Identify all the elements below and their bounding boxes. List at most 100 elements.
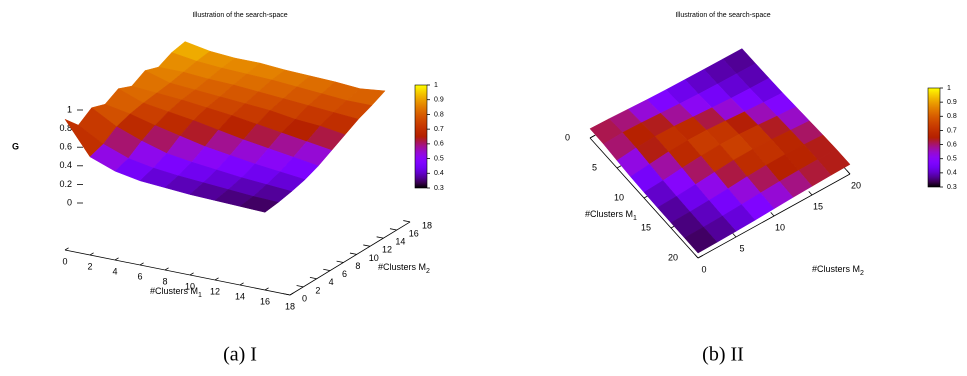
chart-title: Illustration of the search-space xyxy=(192,12,287,19)
x-label: #Clusters M1 xyxy=(150,286,202,298)
x-label: #Clusters M1 xyxy=(585,209,637,221)
y-label: #Clusters M2 xyxy=(812,264,864,276)
x-tick-label: 20 xyxy=(668,252,678,262)
x-tick-label: 4 xyxy=(112,266,117,276)
x-tick xyxy=(164,267,169,271)
x-tick-label: 18 xyxy=(285,301,295,311)
colorbar-tick-label: 0.9 xyxy=(434,97,444,104)
surface-patch xyxy=(239,196,279,213)
x-tick-label: 10 xyxy=(614,192,624,202)
y-tick xyxy=(846,170,851,175)
x-label-sub: 1 xyxy=(633,215,637,222)
y-axis xyxy=(289,221,411,296)
z-tick-label: 0.4 xyxy=(59,160,72,170)
colorbar-tick-label: 0.9 xyxy=(947,99,957,106)
colorbar-tick-label: 0.4 xyxy=(947,170,957,177)
x-tick xyxy=(64,247,69,251)
y-label-main: #Clusters M xyxy=(378,262,426,272)
x-tick-label: 8 xyxy=(162,276,167,286)
x-label-main: #Clusters M xyxy=(150,286,198,296)
y-tick xyxy=(323,268,331,272)
x-tick xyxy=(589,135,595,139)
y-label-sub: 2 xyxy=(860,270,864,277)
y-label: #Clusters M2 xyxy=(378,262,430,274)
caption: (b) II xyxy=(702,344,744,366)
y-tick-label: 4 xyxy=(329,277,334,287)
x-tick xyxy=(697,255,703,259)
y-tick xyxy=(376,236,384,239)
y-tick-label: 14 xyxy=(395,237,405,247)
y-tick-label: 2 xyxy=(315,285,320,295)
colorbar-tick-label: 0.5 xyxy=(434,155,444,162)
colorbar-tick-label: 0.8 xyxy=(947,113,957,120)
y-tick-label: 5 xyxy=(739,243,744,253)
x-tick xyxy=(239,282,244,286)
colorbar-tick-label: 0.5 xyxy=(947,156,957,163)
y-label-main: #Clusters M xyxy=(812,264,860,274)
colorbar xyxy=(414,84,428,189)
x-tick xyxy=(114,257,119,261)
z-tick-label: 1 xyxy=(67,104,72,114)
y-tick xyxy=(349,252,357,255)
y-tick-label: 0 xyxy=(701,264,706,274)
x-tick xyxy=(289,292,294,296)
chart-title: Illustration of the search-space xyxy=(675,12,770,19)
colorbar-tick-label: 0.6 xyxy=(434,141,444,148)
y-tick xyxy=(283,293,291,296)
y-tick xyxy=(336,260,344,263)
colorbar-tick-label: 0.6 xyxy=(947,141,957,148)
x-tick xyxy=(214,277,219,281)
y-tick-label: 0 xyxy=(302,293,307,303)
x-tick-label: 0 xyxy=(62,256,67,266)
x-tick xyxy=(89,252,94,256)
x-tick-label: 2 xyxy=(87,261,92,271)
x-tick-label: 5 xyxy=(592,162,597,172)
y-tick xyxy=(694,254,699,259)
z-tick-label: 0.2 xyxy=(59,179,72,189)
y-tick-label: 10 xyxy=(775,222,785,232)
x-tick-label: 15 xyxy=(641,222,651,232)
y-tick xyxy=(389,228,397,231)
caption: (a) I xyxy=(223,344,257,366)
z-tick-label: 0 xyxy=(67,197,72,207)
y-tick xyxy=(296,285,304,288)
y-label-sub: 2 xyxy=(426,268,430,275)
y-tick-label: 20 xyxy=(851,180,861,190)
x-tick-label: 0 xyxy=(565,132,570,142)
x-tick-label: 14 xyxy=(235,291,245,301)
colorbar-tick-label: 0.4 xyxy=(434,170,444,177)
y-tick-label: 15 xyxy=(813,201,823,211)
x-label-sub: 1 xyxy=(198,292,202,299)
chart: Illustration of the search-space05101520… xyxy=(565,12,957,366)
x-axis xyxy=(64,249,291,296)
x-tick-label: 16 xyxy=(260,296,270,306)
y-tick-label: 6 xyxy=(342,269,347,279)
y-tick xyxy=(732,233,737,238)
colorbar-tick-label: 0.7 xyxy=(947,127,957,134)
y-tick xyxy=(309,277,317,280)
y-tick-label: 10 xyxy=(369,253,379,263)
colorbar-tick-label: 1 xyxy=(434,82,438,89)
x-label-main: #Clusters M xyxy=(585,209,633,219)
y-tick-label: 18 xyxy=(422,220,432,230)
x-tick xyxy=(264,287,269,291)
y-tick xyxy=(770,212,775,217)
y-tick xyxy=(403,220,411,223)
y-tick xyxy=(363,244,371,247)
x-tick-label: 6 xyxy=(137,271,142,281)
colorbar xyxy=(927,87,941,188)
colorbar-tick-label: 0.8 xyxy=(434,111,444,118)
colorbar-tick-label: 0.7 xyxy=(434,126,444,133)
colorbar-tick-label: 0.3 xyxy=(434,185,444,192)
z-tick-label: 0.6 xyxy=(59,142,72,152)
y-tick-label: 12 xyxy=(382,245,392,255)
x-tick-label: 12 xyxy=(210,286,220,296)
colorbar-tick-label: 0.3 xyxy=(947,184,957,191)
colorbar-tick-label: 1 xyxy=(947,85,951,92)
y-tick-label: 8 xyxy=(355,261,360,271)
x-tick-label: 10 xyxy=(185,281,195,291)
x-tick xyxy=(139,262,144,266)
z-label: G xyxy=(12,141,19,151)
